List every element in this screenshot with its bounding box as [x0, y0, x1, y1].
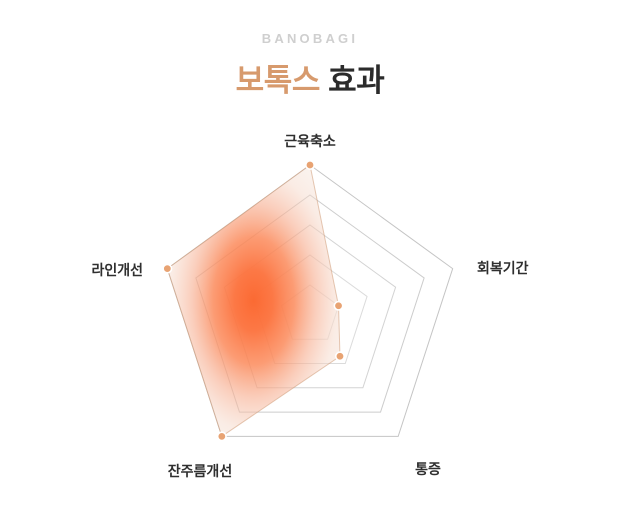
radar-axis-label-2: 통증 [415, 461, 441, 477]
radar-data-point[interactable] [333, 300, 344, 311]
radar-axis-label-4: 라인개선 [91, 262, 143, 278]
radar-axis-label-0: 근육축소 [284, 133, 336, 149]
page-header: BANOBAGI 보톡스 효과 [0, 0, 620, 100]
radar-data-points [162, 159, 345, 442]
page-title-accent: 보톡스 [235, 63, 321, 98]
page-title: 보톡스 효과 [0, 62, 620, 100]
radar-data-point[interactable] [304, 159, 315, 170]
radar-data-point[interactable] [162, 263, 173, 274]
radar-axis-label-3: 잔주름개선 [168, 463, 232, 479]
radar-axis-label-1: 회복기간 [477, 260, 529, 276]
radar-data-point[interactable] [216, 431, 227, 442]
radar-series-polygon [166, 164, 341, 438]
radar-series-area [166, 164, 341, 438]
brand-name: BANOBAGI [261, 31, 359, 46]
radar-data-point[interactable] [334, 351, 345, 362]
page-title-plain: 효과 [319, 63, 385, 98]
